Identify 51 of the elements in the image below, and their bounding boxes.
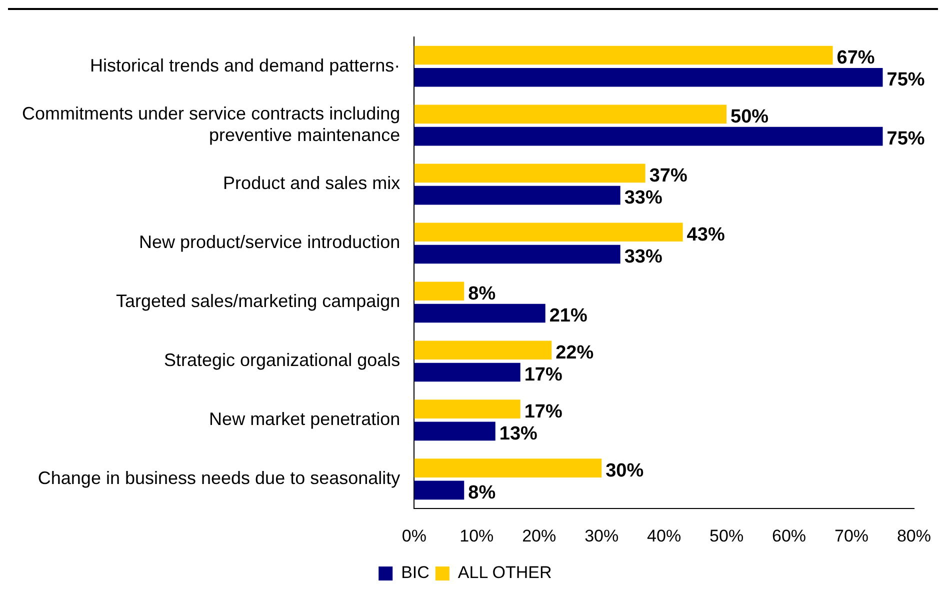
x-tick-label: 30% [584, 526, 619, 546]
y-tick-label: Historical trends and demand patterns· [90, 55, 400, 76]
x-tick-label: 60% [772, 526, 806, 546]
data-label: 22% [556, 342, 594, 364]
data-label: 75% [886, 70, 925, 91]
y-tick-label: New market penetration [209, 409, 400, 430]
x-tick-label: 0% [402, 526, 426, 546]
bar [414, 458, 602, 478]
bar [414, 222, 683, 242]
data-label: 17% [524, 364, 562, 386]
data-label: 17% [524, 401, 562, 422]
y-tick-label: Strategic organizational goals [164, 350, 400, 370]
data-label: 33% [624, 188, 662, 209]
x-tick-label: 70% [834, 526, 869, 546]
bar [414, 244, 620, 264]
bar [414, 480, 464, 500]
data-label: 13% [499, 423, 538, 444]
bar [414, 126, 883, 146]
bar [414, 68, 883, 87]
legend-label: ALL OTHER [458, 563, 552, 582]
data-label: 8% [468, 283, 496, 304]
data-label: 37% [649, 165, 688, 186]
bar [414, 282, 464, 301]
x-tick-label: 40% [647, 526, 682, 546]
y-tick-label: Commitments under service contracts including preventive maintenance [22, 103, 400, 146]
data-label: 8% [468, 482, 496, 504]
x-tick-label: 20% [522, 526, 556, 546]
bar [414, 400, 520, 418]
y-tick-label: New product/service introduction [139, 232, 400, 252]
data-label: 30% [606, 460, 644, 482]
data-label: 43% [686, 224, 725, 246]
y-tick-label: Product and sales mix [223, 173, 400, 194]
data-label: 75% [886, 128, 925, 150]
bar [414, 304, 546, 323]
bar [414, 422, 496, 441]
x-tick-label: 50% [710, 526, 744, 546]
data-label: 67% [836, 47, 875, 68]
legend-label: BIC [401, 563, 430, 582]
data-label: 33% [624, 246, 662, 268]
x-tick-label: 80% [896, 526, 932, 546]
bar [414, 46, 833, 65]
bar [414, 164, 646, 183]
bar [414, 362, 520, 382]
data-label: 50% [730, 106, 769, 128]
data-label: 21% [549, 305, 588, 326]
bar [414, 104, 727, 124]
x-tick-label: 10% [460, 526, 494, 546]
y-tick-label: Targeted sales/marketing campaign [116, 291, 400, 312]
bar [414, 186, 620, 205]
bar [414, 340, 552, 360]
y-tick-label: Change in business needs due to seasonality [38, 468, 400, 488]
